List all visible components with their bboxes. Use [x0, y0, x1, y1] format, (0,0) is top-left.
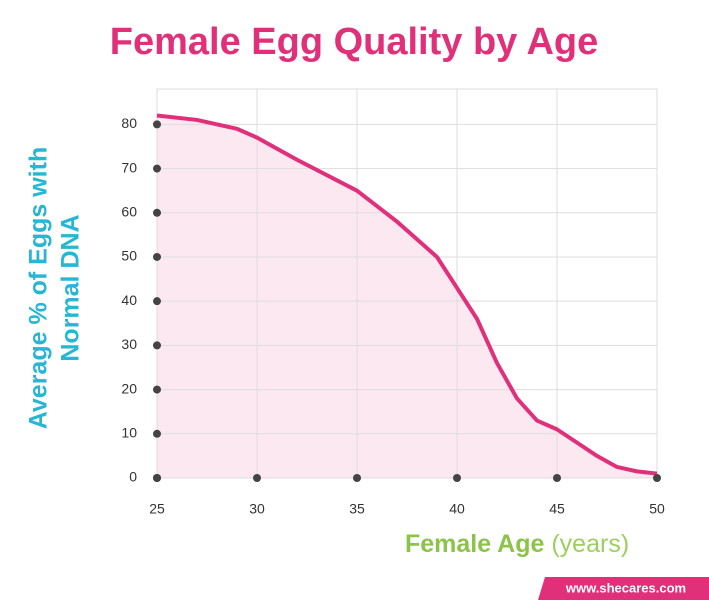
x-tick-label: 25: [149, 501, 165, 517]
y-tick-dot: [153, 252, 161, 261]
y-tick-label: 30: [121, 336, 137, 352]
source: www.shecares.com: [565, 580, 686, 595]
y-tick-dot: [153, 429, 161, 438]
y-tick-dot: [153, 120, 161, 129]
chart-title: Female Egg Quality by Age: [110, 21, 599, 63]
y-tick-dot: [153, 385, 161, 394]
x-tick-label: 50: [649, 501, 665, 517]
y-tick-dot: [153, 341, 161, 350]
x-label-unit: (years): [551, 530, 629, 558]
x-tick-label: 35: [349, 501, 365, 517]
y-tick-label: 40: [121, 292, 137, 308]
y-label-line: Normal DNA: [57, 214, 85, 361]
x-tick-label: 45: [549, 501, 565, 517]
y-tick-label: 20: [121, 380, 137, 396]
x-tick-label: 30: [249, 501, 265, 517]
source-badge: [538, 577, 709, 600]
y-tick-label: 10: [121, 424, 137, 440]
x-tick-dot: [153, 474, 161, 482]
x-tick-dot: [453, 474, 461, 482]
x-label: Female Age: [405, 530, 545, 558]
area: [157, 115, 657, 478]
y-tick-label: 0: [129, 469, 137, 485]
y-tick-label: 50: [121, 248, 137, 264]
y-tick-label: 80: [121, 115, 137, 131]
line: [156, 113, 658, 476]
x-axis-title: Female Age (years): [405, 530, 629, 558]
y-tick-dot: [153, 297, 161, 306]
x-tick-label: 40: [449, 501, 465, 517]
y-axis-title: Average % of Eggs with Normal DNA: [25, 147, 85, 429]
x-tick-dot: [353, 474, 361, 482]
x-tick-dot: [553, 474, 561, 482]
y-label-line: Average % of Eggs with: [25, 147, 53, 429]
x-tick-dot: [653, 474, 661, 482]
y-tick-dot: [153, 164, 161, 173]
x-tick-dot: [253, 474, 261, 482]
y-tick-label: 70: [121, 159, 137, 175]
y-tick-label: 60: [121, 203, 137, 219]
y-tick-dot: [153, 208, 161, 217]
